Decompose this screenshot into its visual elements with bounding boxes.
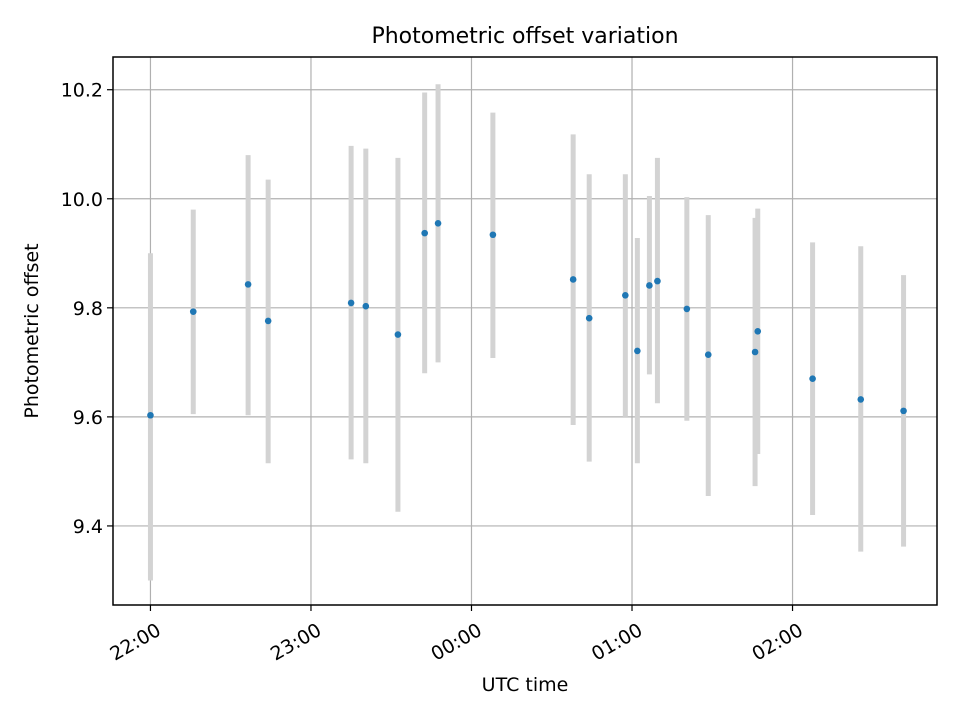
- y-tick-label: 9.8: [73, 298, 103, 320]
- data-point: [754, 327, 762, 335]
- data-point: [421, 229, 428, 237]
- data-point: [434, 220, 442, 227]
- data-point: [809, 375, 816, 383]
- data-point: [147, 411, 154, 419]
- data-point: [683, 305, 691, 313]
- data-point: [646, 282, 653, 289]
- data-point: [622, 291, 629, 299]
- y-tick-label: 10.2: [61, 80, 103, 102]
- chart-title: Photometric offset variation: [371, 24, 678, 49]
- y-tick-label: 9.6: [73, 407, 103, 429]
- data-point: [347, 299, 355, 307]
- y-tick-label: 9.4: [73, 516, 103, 538]
- data-point: [489, 231, 497, 239]
- data-point: [189, 308, 197, 315]
- data-point: [634, 347, 641, 355]
- data-point: [244, 281, 252, 288]
- data-point: [900, 407, 907, 415]
- data-point: [857, 396, 865, 403]
- plot-frame: [112, 56, 938, 606]
- x-axis-label: UTC time: [482, 674, 569, 696]
- data-point: [585, 314, 593, 322]
- y-gridlines: [113, 89, 937, 527]
- data-points: [147, 220, 907, 419]
- y-axis-ticks: 9.4 9.6 9.8 10.0 10.2: [61, 80, 113, 538]
- data-point: [704, 351, 712, 359]
- y-axis-label: Photometric offset: [21, 243, 43, 418]
- data-point: [394, 331, 402, 338]
- data-point: [264, 317, 272, 325]
- y-tick-label: 10.0: [61, 189, 103, 211]
- data-point: [569, 276, 577, 283]
- data-point: [362, 302, 370, 310]
- data-point: [654, 277, 661, 285]
- data-point: [751, 348, 759, 356]
